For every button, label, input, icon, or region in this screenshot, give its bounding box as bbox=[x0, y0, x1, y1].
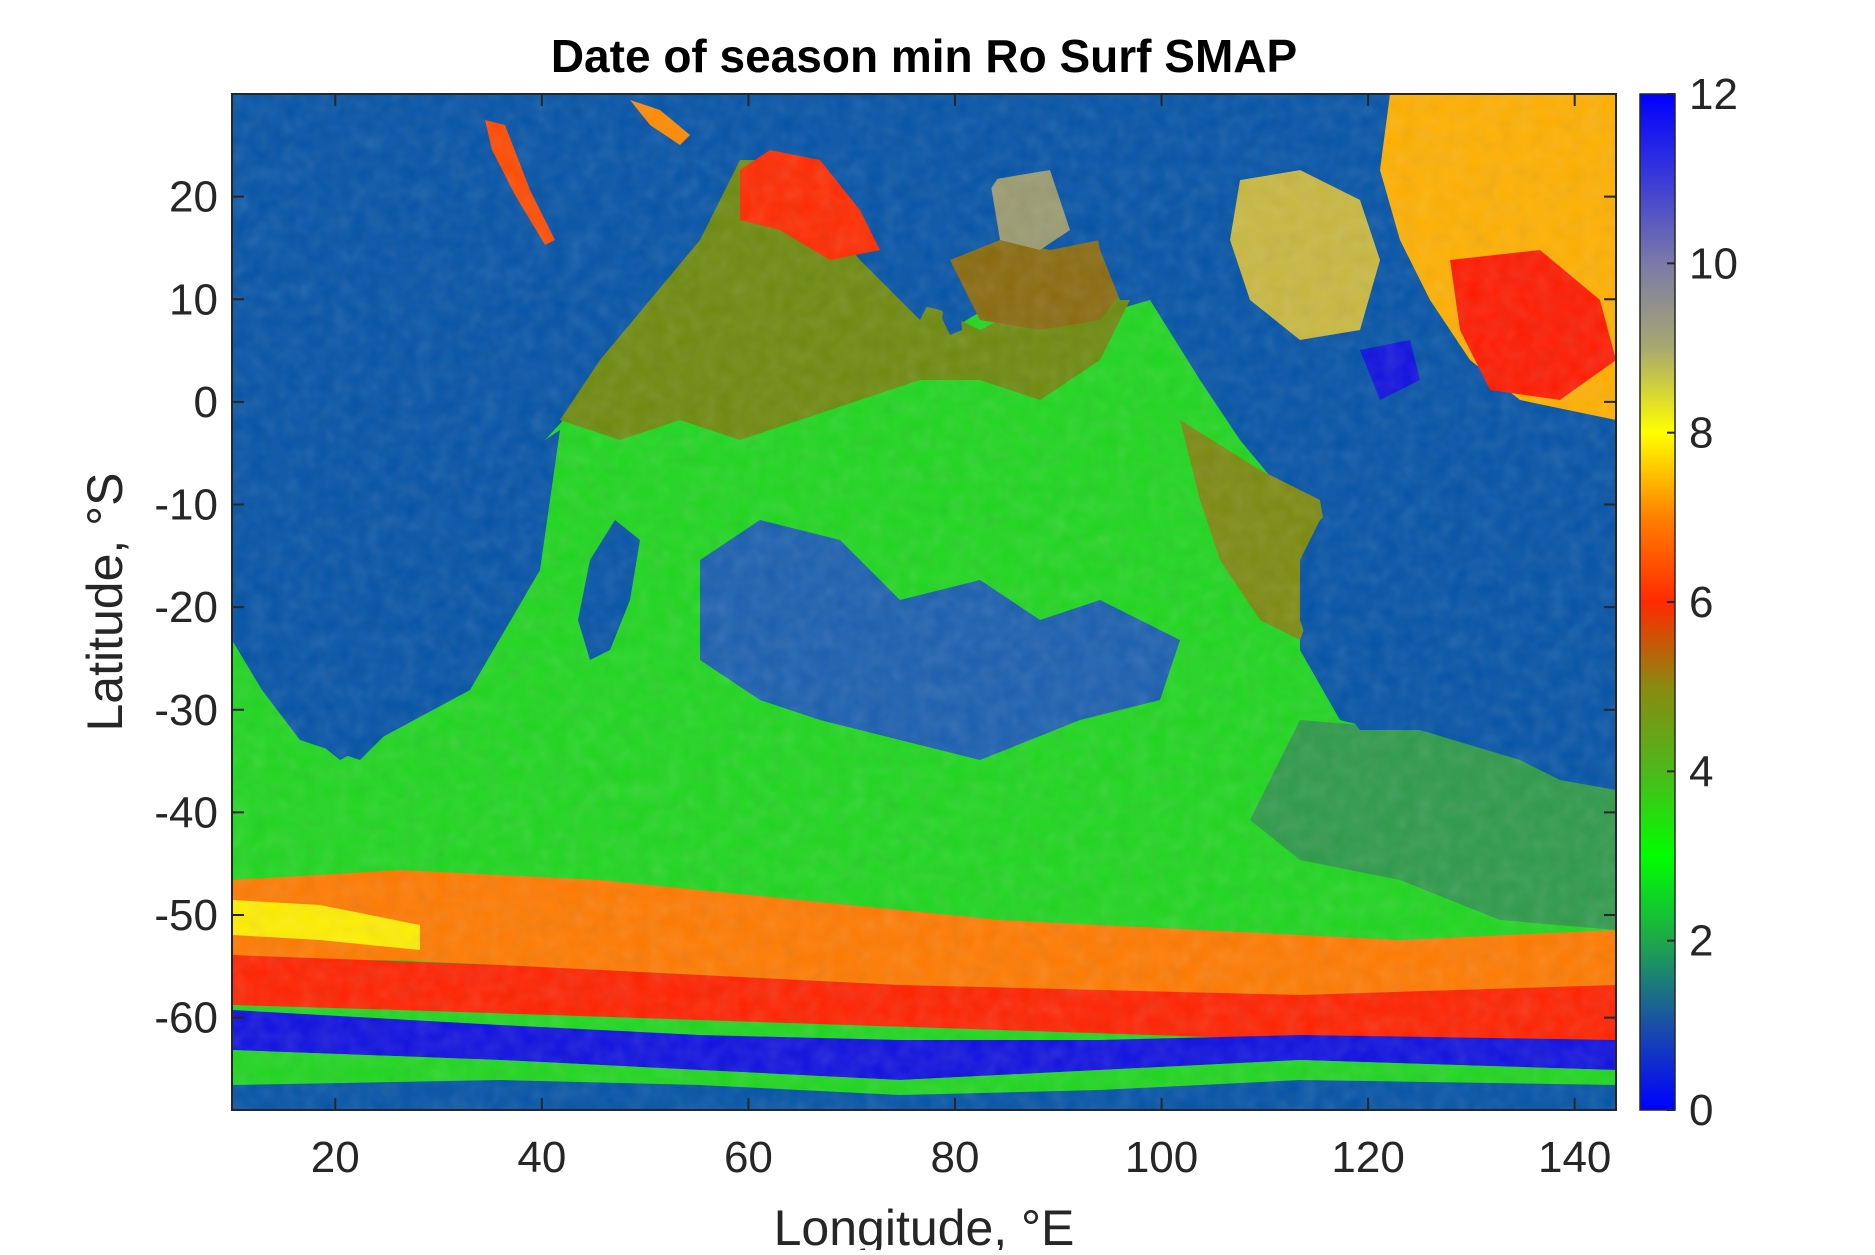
y-tick-label: 20 bbox=[169, 173, 218, 222]
chart-title: Date of season min Ro Surf SMAP bbox=[551, 30, 1297, 82]
y-tick-label: -10 bbox=[154, 481, 218, 530]
y-axis: 20 10 0 -10 -20 -30 -40 -50 -60 bbox=[154, 173, 1616, 1043]
x-tick-label: 140 bbox=[1538, 1133, 1611, 1182]
y-tick-label: -50 bbox=[154, 891, 218, 940]
x-tick-label: 100 bbox=[1125, 1133, 1198, 1182]
x-tick-label: 120 bbox=[1331, 1133, 1404, 1182]
y-tick-label: -60 bbox=[154, 994, 218, 1043]
x-tick-label: 40 bbox=[517, 1133, 566, 1182]
x-axis-label: Longitude, °E bbox=[774, 1200, 1075, 1250]
colorbar-tick-label: 8 bbox=[1689, 409, 1713, 458]
colorbar-tick-label: 12 bbox=[1689, 70, 1738, 119]
x-tick-label: 60 bbox=[724, 1133, 773, 1182]
y-tick-label: -20 bbox=[154, 583, 218, 632]
y-tick-label: -40 bbox=[154, 788, 218, 837]
colorbar-tick-label: 0 bbox=[1689, 1086, 1713, 1135]
plot-frame bbox=[231, 93, 1617, 1111]
colorbar-tick-label: 6 bbox=[1689, 578, 1713, 627]
colorbar-tick-label: 10 bbox=[1689, 239, 1738, 288]
texture-overlay bbox=[232, 94, 1616, 1110]
x-tick-label: 80 bbox=[931, 1133, 980, 1182]
y-axis-label: Latitude, °S bbox=[77, 472, 133, 731]
colorbar-tick-label: 4 bbox=[1689, 747, 1713, 796]
map-field bbox=[232, 94, 1616, 1110]
colorbar-tick-label: 2 bbox=[1689, 917, 1713, 966]
y-tick-label: 10 bbox=[169, 275, 218, 324]
x-axis: 20 40 60 80 100 120 140 bbox=[311, 94, 1611, 1182]
x-tick-label: 20 bbox=[311, 1133, 360, 1182]
y-tick-label: -30 bbox=[154, 686, 218, 735]
y-tick-label: 0 bbox=[194, 378, 218, 427]
colorbar-ticks: 0 2 4 6 8 10 12 bbox=[1667, 70, 1738, 1135]
